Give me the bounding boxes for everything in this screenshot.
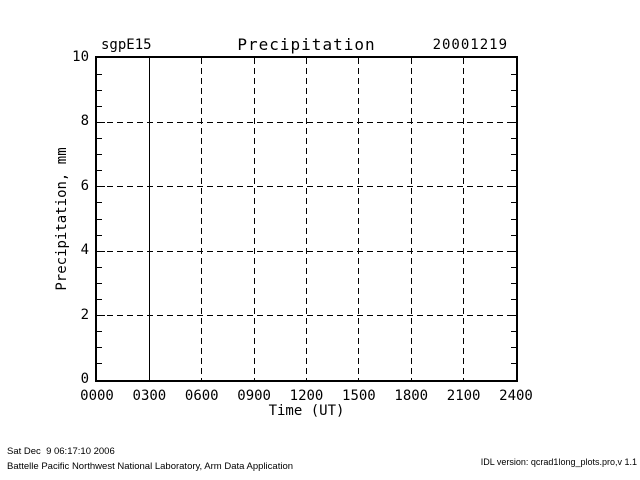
y-major-tick [97, 186, 105, 188]
y-minor-tick [97, 105, 102, 107]
x-tick-label: 2400 [499, 388, 533, 404]
y-tick-label: 10 [72, 49, 89, 65]
y-minor-tick [511, 234, 516, 236]
y-minor-tick [97, 282, 102, 284]
x-gridline [253, 58, 255, 380]
y-minor-tick [97, 89, 102, 91]
y-gridline [97, 186, 516, 188]
y-tick-label: 2 [80, 306, 89, 323]
y-minor-tick [97, 266, 102, 268]
y-major-tick [508, 315, 516, 317]
footer-version-info: IDL version: qcrad1long_plots.pro,v 1.1 … [423, 441, 637, 480]
x-axis-title: Time (UT) [268, 403, 345, 419]
y-minor-tick [511, 331, 516, 333]
y-minor-tick [511, 105, 516, 107]
y-minor-tick [511, 266, 516, 268]
footer-organization: Battelle Pacific Northwest National Labo… [7, 461, 294, 472]
date-label: 20001219 [432, 37, 508, 53]
solid-vline-annotation [148, 58, 150, 380]
x-tick-label: 2100 [446, 388, 481, 404]
y-minor-tick [97, 202, 102, 204]
y-major-tick [97, 315, 105, 317]
y-minor-tick [511, 282, 516, 284]
y-minor-tick [511, 154, 516, 156]
y-minor-tick [511, 347, 516, 349]
footer-timestamp: Sat Dec 9 06:17:10 2006 [7, 446, 115, 457]
y-minor-tick [97, 234, 102, 236]
y-tick-label: 8 [80, 113, 89, 130]
y-minor-tick [97, 331, 102, 333]
y-minor-tick [511, 138, 516, 139]
x-gridline [463, 58, 465, 380]
y-minor-tick [511, 170, 516, 172]
y-major-tick [508, 186, 516, 188]
x-gridline [410, 58, 412, 380]
y-minor-tick [511, 89, 516, 91]
y-tick-label: 0 [80, 371, 89, 387]
x-tick-label: 0300 [132, 388, 167, 404]
y-minor-tick [511, 363, 516, 365]
y-minor-tick [97, 154, 102, 156]
plot-title: Precipitation [237, 35, 376, 54]
x-tick-label: 1200 [289, 388, 324, 404]
x-gridline [201, 58, 203, 380]
x-tick-label: 0000 [80, 388, 114, 404]
y-major-tick [508, 250, 516, 252]
y-tick-label: 4 [80, 242, 89, 259]
x-gridline [358, 58, 360, 380]
y-minor-tick [97, 218, 102, 220]
y-gridline [97, 315, 516, 317]
x-tick-label: 1500 [342, 388, 376, 404]
site-label: sgpE15 [101, 37, 152, 53]
y-minor-tick [97, 363, 102, 365]
y-minor-tick [97, 170, 102, 172]
y-major-tick [97, 121, 105, 123]
y-gridline [97, 250, 516, 252]
y-minor-tick [97, 347, 102, 349]
y-gridline [97, 121, 516, 123]
y-minor-tick [511, 202, 516, 204]
plot-area [95, 56, 518, 382]
x-tick-label: 1800 [394, 388, 429, 404]
y-major-tick [97, 250, 105, 252]
y-minor-tick [511, 299, 516, 300]
y-axis-title: Precipitation, mm [54, 147, 70, 291]
y-minor-tick [511, 218, 516, 220]
x-tick-label: 0900 [237, 388, 271, 404]
y-minor-tick [97, 299, 102, 300]
y-minor-tick [97, 73, 102, 75]
x-tick-label: 0600 [184, 388, 219, 404]
idl-version-line: IDL version: qcrad1long_plots.pro,v 1.1 [480, 457, 637, 468]
x-gridline [306, 58, 307, 380]
y-minor-tick [511, 73, 516, 75]
y-major-tick [508, 121, 516, 123]
y-tick-label: 6 [80, 177, 89, 194]
y-minor-tick [97, 138, 102, 139]
